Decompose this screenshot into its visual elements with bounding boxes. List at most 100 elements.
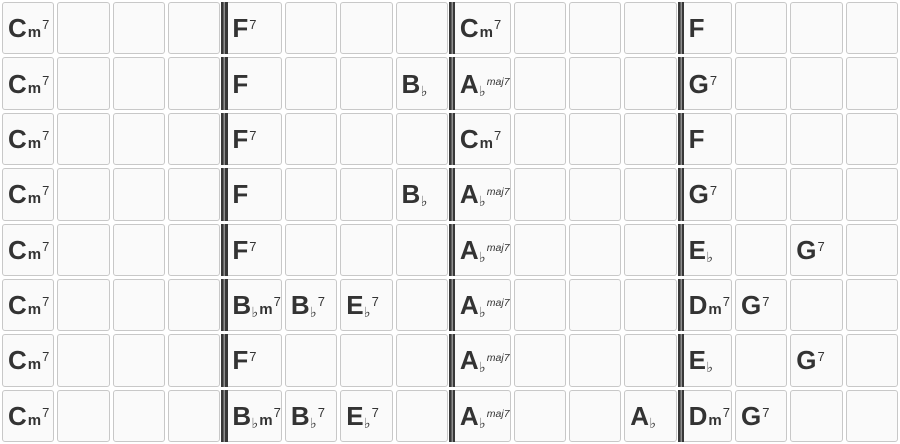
chord-cell[interactable]: [790, 57, 843, 110]
chord-cell[interactable]: [790, 2, 843, 55]
chord-cell[interactable]: [340, 57, 393, 110]
chord-cell[interactable]: [168, 223, 221, 276]
chord-cell[interactable]: [168, 334, 221, 387]
chord-cell[interactable]: [513, 112, 566, 166]
chord-cell[interactable]: [513, 389, 566, 442]
chord-cell[interactable]: [513, 168, 566, 221]
chord-cell[interactable]: [624, 223, 677, 276]
chord-cell[interactable]: [57, 334, 110, 387]
chord-cell[interactable]: [112, 223, 166, 276]
chord-cell[interactable]: A ♭ maj7: [448, 389, 511, 442]
chord-cell[interactable]: F: [677, 112, 732, 166]
chord-cell[interactable]: [513, 223, 566, 276]
chord-cell[interactable]: [112, 278, 166, 332]
chord-cell[interactable]: [845, 112, 898, 166]
chord-cell[interactable]: [568, 57, 622, 110]
chord-cell[interactable]: [168, 168, 221, 221]
chord-cell[interactable]: E ♭: [677, 223, 732, 276]
chord-cell[interactable]: [340, 168, 393, 221]
chord-cell[interactable]: [168, 389, 221, 442]
chord-cell[interactable]: [395, 278, 448, 332]
chord-cell[interactable]: [790, 168, 843, 221]
chord-cell[interactable]: [57, 168, 110, 221]
chord-cell[interactable]: [57, 389, 110, 442]
chord-cell[interactable]: [57, 112, 110, 166]
chord-cell[interactable]: [340, 223, 393, 276]
chord-cell[interactable]: [340, 334, 393, 387]
chord-cell[interactable]: B ♭ m 7: [221, 278, 282, 332]
chord-cell[interactable]: B ♭ 7: [284, 278, 338, 332]
chord-cell[interactable]: [168, 57, 221, 110]
chord-cell[interactable]: [112, 57, 166, 110]
chord-cell[interactable]: [284, 57, 338, 110]
chord-cell[interactable]: [568, 334, 622, 387]
chord-cell[interactable]: [340, 112, 393, 166]
chord-cell[interactable]: [112, 389, 166, 442]
chord-cell[interactable]: A ♭ maj7: [448, 278, 511, 332]
chord-cell[interactable]: A ♭ maj7: [448, 334, 511, 387]
chord-cell[interactable]: [395, 2, 448, 55]
chord-cell[interactable]: [568, 278, 622, 332]
chord-cell[interactable]: [568, 223, 622, 276]
chord-cell[interactable]: [513, 2, 566, 55]
chord-cell[interactable]: [513, 334, 566, 387]
chord-cell[interactable]: [624, 168, 677, 221]
chord-cell[interactable]: [845, 2, 898, 55]
chord-cell[interactable]: B ♭ 7: [284, 389, 338, 442]
chord-cell[interactable]: [168, 278, 221, 332]
chord-cell[interactable]: [284, 168, 338, 221]
chord-cell[interactable]: [624, 334, 677, 387]
chord-cell[interactable]: E ♭ 7: [340, 278, 393, 332]
chord-cell[interactable]: [790, 278, 843, 332]
chord-cell[interactable]: [112, 2, 166, 55]
chord-cell[interactable]: [284, 112, 338, 166]
chord-cell[interactable]: [395, 389, 448, 442]
chord-cell[interactable]: [845, 334, 898, 387]
chord-cell[interactable]: [284, 223, 338, 276]
chord-cell[interactable]: [395, 223, 448, 276]
chord-cell[interactable]: [568, 112, 622, 166]
chord-cell[interactable]: [845, 278, 898, 332]
chord-cell[interactable]: [568, 389, 622, 442]
chord-cell[interactable]: [624, 2, 677, 55]
chord-cell[interactable]: [624, 278, 677, 332]
chord-cell[interactable]: [57, 2, 110, 55]
chord-cell[interactable]: [284, 334, 338, 387]
chord-cell[interactable]: [112, 112, 166, 166]
chord-cell[interactable]: [734, 2, 788, 55]
chord-cell[interactable]: [734, 57, 788, 110]
chord-cell[interactable]: B ♭: [395, 57, 448, 110]
chord-cell[interactable]: F: [221, 57, 282, 110]
chord-cell[interactable]: [57, 223, 110, 276]
chord-cell[interactable]: [395, 112, 448, 166]
chord-cell[interactable]: A ♭ maj7: [448, 223, 511, 276]
chord-cell[interactable]: [790, 112, 843, 166]
chord-cell[interactable]: F: [677, 2, 732, 55]
chord-cell[interactable]: [568, 2, 622, 55]
chord-cell[interactable]: [734, 112, 788, 166]
chord-cell[interactable]: B ♭ m 7: [221, 389, 282, 442]
chord-cell[interactable]: [845, 57, 898, 110]
chord-cell[interactable]: [168, 2, 221, 55]
chord-cell[interactable]: A ♭: [624, 389, 677, 442]
chord-cell[interactable]: [845, 389, 898, 442]
chord-cell[interactable]: [513, 278, 566, 332]
chord-cell[interactable]: [734, 334, 788, 387]
